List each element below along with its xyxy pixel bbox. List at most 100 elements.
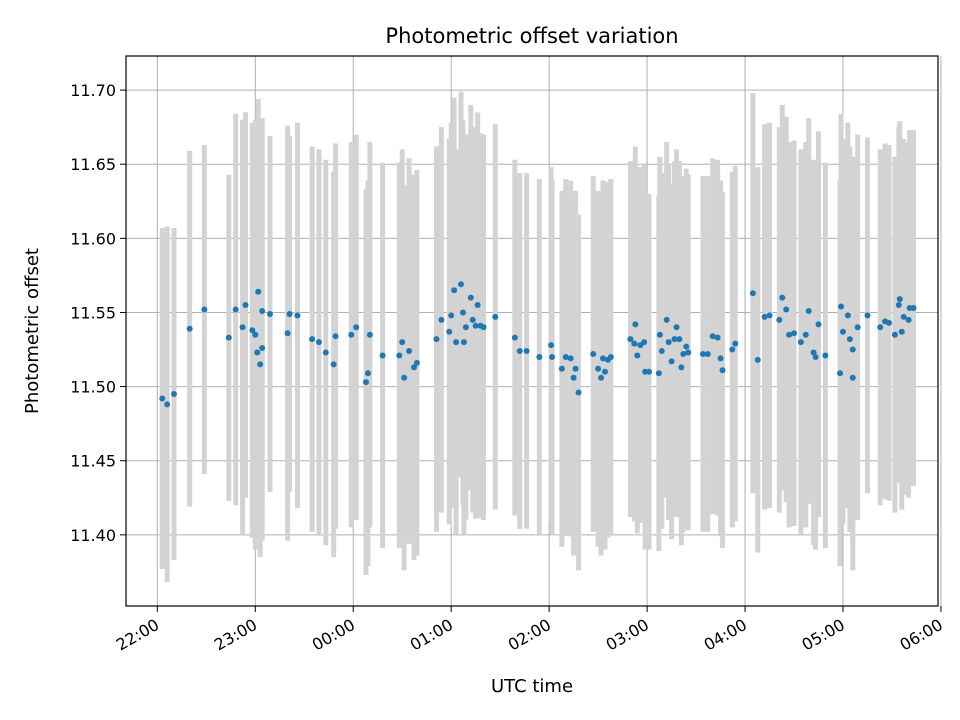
data-point <box>201 306 208 313</box>
data-point <box>472 322 479 329</box>
y-tick-label: 11.45 <box>70 452 116 471</box>
data-point <box>474 302 481 309</box>
data-point <box>266 310 273 317</box>
data-point <box>877 324 884 331</box>
data-point <box>754 356 761 363</box>
data-point <box>898 328 905 335</box>
data-point <box>779 294 786 301</box>
data-point <box>822 352 829 359</box>
data-point <box>732 340 739 347</box>
data-point <box>451 287 458 294</box>
data-point <box>786 331 793 338</box>
data-point <box>259 307 266 314</box>
data-point <box>249 327 256 334</box>
chart-title: Photometric offset variation <box>385 24 678 48</box>
data-point <box>366 331 373 338</box>
data-point <box>646 368 653 375</box>
data-point <box>286 310 293 317</box>
data-point <box>548 342 555 349</box>
data-point <box>607 353 614 360</box>
data-point <box>900 313 907 320</box>
data-point <box>401 374 408 381</box>
y-tick-label: 11.70 <box>70 81 116 100</box>
data-point <box>353 324 360 331</box>
data-point <box>259 345 266 352</box>
data-point <box>671 336 678 343</box>
data-point <box>330 361 337 368</box>
data-point <box>252 331 259 338</box>
data-point <box>680 350 687 357</box>
data-point <box>406 348 413 355</box>
data-point <box>805 307 812 314</box>
plot-frame <box>125 55 939 607</box>
data-point <box>225 334 232 341</box>
data-point <box>255 288 262 295</box>
data-point <box>891 331 898 338</box>
data-point <box>558 365 565 372</box>
data-point <box>634 352 641 359</box>
y-axis: 11.40 11.45 11.50 11.55 11.60 11.65 11.70 <box>70 81 126 545</box>
data-point <box>570 374 577 381</box>
y-tick-label: 11.50 <box>70 378 116 397</box>
data-point <box>678 364 685 371</box>
data-point <box>446 328 453 335</box>
data-point <box>766 312 773 319</box>
data-point <box>322 349 329 356</box>
y-axis-label: Photometric offset <box>22 248 43 414</box>
data-point <box>315 339 322 346</box>
data-point <box>656 331 663 338</box>
data-point <box>846 336 853 343</box>
data-point <box>905 316 912 323</box>
data-point <box>641 339 648 346</box>
y-tick-label: 11.60 <box>70 229 116 248</box>
data-point <box>797 339 804 346</box>
y-tick-label: 11.40 <box>70 526 116 545</box>
data-point <box>658 348 665 355</box>
data-point <box>844 312 851 319</box>
x-axis-label: UTC time <box>491 676 573 697</box>
data-point <box>719 367 726 374</box>
data-point <box>164 401 171 408</box>
data-point <box>170 391 177 398</box>
data-point <box>159 395 166 402</box>
data-point <box>896 296 903 303</box>
data-point <box>598 374 605 381</box>
data-point <box>232 306 239 313</box>
data-point <box>802 331 809 338</box>
data-point <box>332 333 339 340</box>
data-point <box>186 325 193 332</box>
data-point <box>749 290 756 297</box>
data-point <box>886 319 893 326</box>
data-point <box>379 352 386 359</box>
data-point <box>685 349 692 356</box>
data-point <box>459 309 466 316</box>
data-point <box>673 324 680 331</box>
data-point <box>709 333 716 340</box>
data-point <box>575 389 582 396</box>
data-point <box>838 303 845 310</box>
data-point <box>469 316 476 323</box>
data-point <box>562 353 569 360</box>
data-point <box>467 294 474 301</box>
data-point <box>309 336 316 343</box>
data-point <box>676 336 683 343</box>
data-point <box>791 330 798 337</box>
data-point <box>631 340 638 347</box>
data-point <box>601 368 608 375</box>
data-point <box>699 350 706 357</box>
data-point <box>410 364 417 371</box>
data-point <box>910 305 917 312</box>
data-point <box>549 353 556 360</box>
data-point <box>590 350 597 357</box>
data-point <box>895 302 902 309</box>
data-point <box>523 348 530 355</box>
data-point <box>448 312 455 319</box>
data-point <box>683 343 690 350</box>
data-point <box>257 361 264 368</box>
data-point <box>572 365 579 372</box>
data-point <box>668 358 675 365</box>
data-point <box>849 346 856 353</box>
data-point <box>776 316 783 323</box>
data-point <box>704 350 711 357</box>
